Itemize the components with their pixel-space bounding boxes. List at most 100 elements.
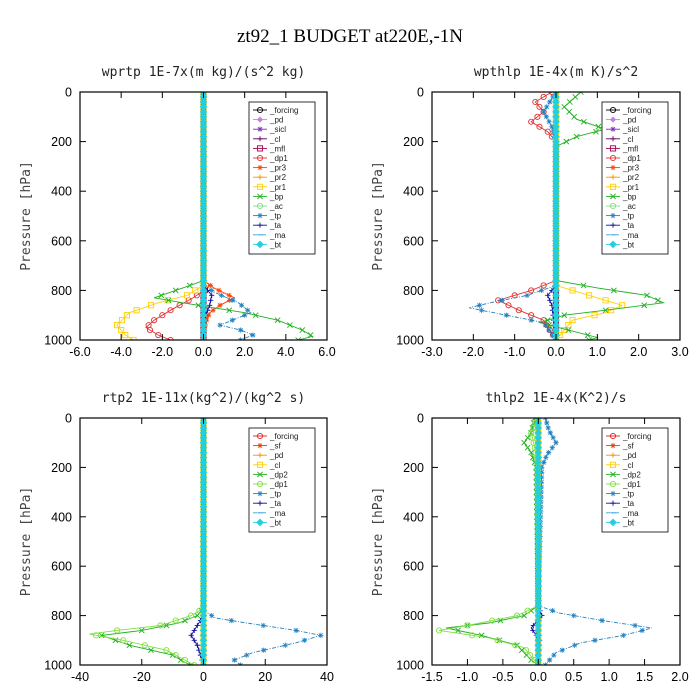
series-line_dp1 <box>145 92 209 340</box>
legend-entry: _dp2 <box>622 470 641 479</box>
series-point_pr1 <box>569 317 576 324</box>
panels: wprtp 1E-7x(m kg)/(s^2 kg) Pressure [hPa]… <box>19 65 689 684</box>
series-point_bp <box>186 282 193 289</box>
y-tick-label: 800 <box>403 609 424 623</box>
x-tick-label: 20 <box>258 670 272 684</box>
series-point_dp1 <box>469 632 476 639</box>
series-point_tp <box>230 297 236 303</box>
legend-marker_pr2 <box>610 174 616 180</box>
series-point_dp1 <box>188 612 195 619</box>
series-point_dp1 <box>536 123 543 130</box>
series-point_tp <box>541 459 547 466</box>
x-tick-label: 0.5 <box>565 670 582 684</box>
legend-entry: _pr3 <box>269 164 287 173</box>
legend-entry: _ta <box>622 221 635 230</box>
legend-entry: _tp <box>622 212 635 221</box>
legend-marker_dp1 <box>256 154 264 162</box>
series-point_tp <box>639 627 645 634</box>
series-point_bp <box>641 302 648 309</box>
legend-entry: _dp1 <box>622 480 641 489</box>
x-tick-label: 2.0 <box>630 345 647 359</box>
series-point_bp <box>274 317 281 324</box>
series-point_dp1 <box>157 622 164 629</box>
series-point_dp2 <box>455 627 461 634</box>
y-tick-label: 600 <box>51 234 72 248</box>
series-point_bp <box>586 337 592 340</box>
x-tick-label: -6.0 <box>69 345 91 359</box>
x-tick-label: -2.0 <box>152 345 174 359</box>
y-tick-label: 1000 <box>44 659 72 673</box>
series-point_dp1 <box>513 612 521 619</box>
series-point_pr1 <box>123 312 130 319</box>
series-group <box>469 92 666 340</box>
series-point_dp1 <box>167 307 174 314</box>
series-point_dp2 <box>521 439 528 446</box>
legend-entry: _pd <box>269 116 283 125</box>
y-tick-label: 800 <box>51 609 72 623</box>
y-axis-label: Pressure [hPa] <box>19 487 34 597</box>
x-tick-label: 40 <box>320 670 334 684</box>
series-point_bp <box>544 317 551 324</box>
panel-title: thlp2 1E-4x(K^2)/s <box>486 391 627 406</box>
legend-entry: _bt <box>269 240 282 249</box>
series-point_bp <box>165 297 172 304</box>
legend-entry: _forcing <box>622 432 651 441</box>
y-tick-label: 400 <box>51 185 72 199</box>
series-point_bp <box>563 138 570 145</box>
series-line_dp1 <box>439 418 539 665</box>
series-point_tp <box>499 297 505 303</box>
legend-entry: _bt <box>269 518 282 527</box>
series-point_dp2 <box>188 662 195 665</box>
legend-entry: _mfl <box>622 144 638 153</box>
series-point_pr1 <box>565 322 572 329</box>
series-point_dp1 <box>540 93 547 101</box>
figure-title: zt92_1 BUDGET at220E,-1N <box>237 26 463 47</box>
series-point_dp1 <box>114 627 121 634</box>
x-tick-label: -3.0 <box>421 345 443 359</box>
series-point_bp <box>610 287 617 294</box>
x-tick-label: 6.0 <box>318 345 335 359</box>
x-tick-label: 1.0 <box>600 670 617 684</box>
legend-entry: _sf <box>622 442 634 451</box>
series-point_tp <box>503 312 509 318</box>
legend-entry: _bt <box>622 240 635 249</box>
y-tick-label: 400 <box>403 185 424 199</box>
legend-entry: _forcing <box>269 432 298 441</box>
y-tick-label: 0 <box>417 412 424 426</box>
legend: _forcing_sf_pd_cl_dp2_dp1_tp_ta_ma_bt <box>248 427 316 533</box>
legend-entry: _forcing <box>269 106 298 115</box>
y-tick-label: 800 <box>403 284 424 298</box>
legend-marker_dp2 <box>257 471 263 478</box>
series-point_dp2 <box>524 444 531 451</box>
x-tick-label: -0.5 <box>492 670 514 684</box>
series-point_tp <box>550 435 556 441</box>
series-point_dp1 <box>515 307 522 314</box>
y-tick-label: 600 <box>51 560 72 574</box>
series-point_bp <box>602 307 609 314</box>
legend-marker_ta <box>257 222 263 228</box>
series-point_tp <box>544 420 550 426</box>
series-point_tp <box>282 642 288 648</box>
series-point_pr3 <box>226 297 233 303</box>
series-point_ta <box>545 292 551 298</box>
legend-entry: _bp <box>622 192 637 201</box>
legend-entry: _ma <box>269 231 286 240</box>
legend-marker_tp <box>257 491 263 497</box>
series-point_pr1 <box>133 307 140 314</box>
series-point_dp1 <box>528 287 535 294</box>
series-point_pr3 <box>217 302 223 308</box>
series-point_tp <box>538 287 545 293</box>
legend-entry: _pd <box>269 451 283 460</box>
series-point_bp <box>299 327 306 333</box>
series-point_tp <box>541 109 547 115</box>
legend-marker_pd <box>609 116 617 123</box>
series-point_tp <box>209 613 215 619</box>
series-point_bp <box>571 113 578 120</box>
series-point_bp <box>593 128 599 135</box>
legend-entry: _pd <box>622 116 636 125</box>
series-line_dp1 <box>89 418 204 665</box>
series-point_bp <box>566 99 573 105</box>
series-point_bp <box>644 292 650 299</box>
series-point_tp <box>238 302 245 308</box>
legend-marker_ta <box>610 500 616 506</box>
